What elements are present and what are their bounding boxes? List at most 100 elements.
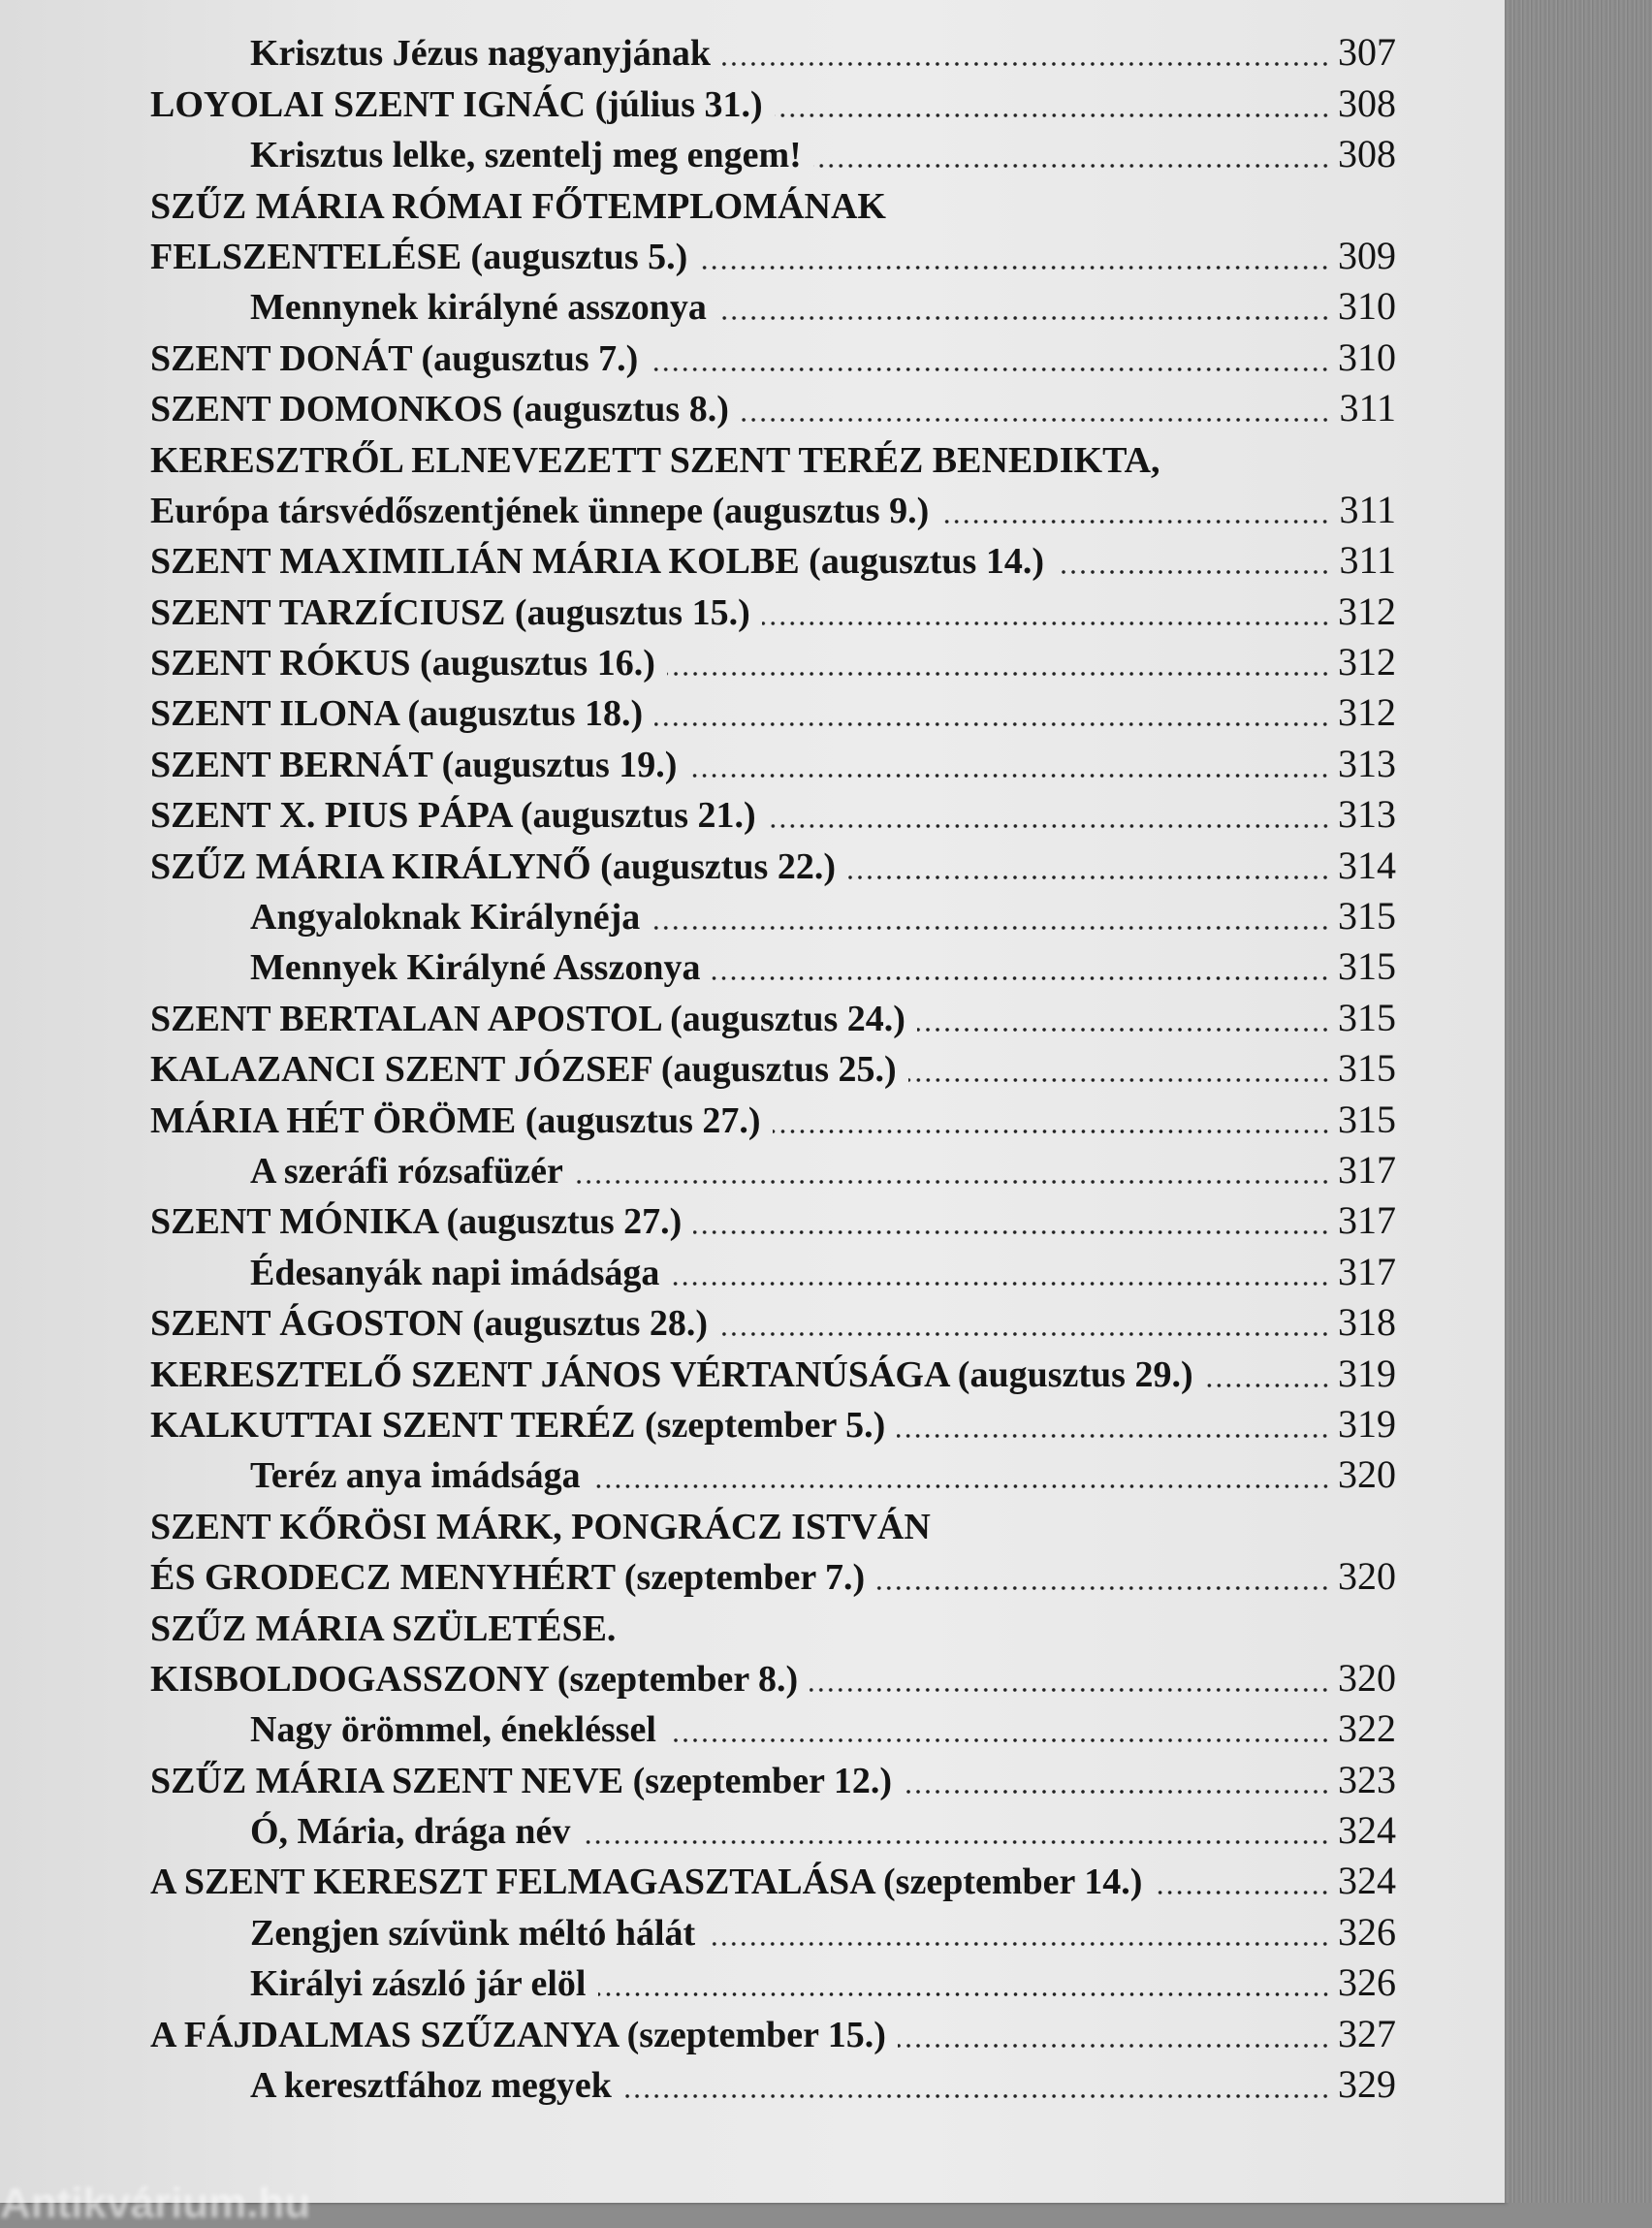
page-number: 322 (1338, 1706, 1396, 1751)
toc-subentry: A szeráfi rózsafüzér 317 (0, 1139, 1505, 1190)
entry-title: KALAZANCI SZENT JÓZSEF (augusztus 25.) (150, 1049, 897, 1091)
dot-leader (622, 2093, 1330, 2100)
page-number: 312 (1338, 589, 1396, 633)
page-number: 315 (1338, 944, 1396, 989)
page-number: 324 (1338, 1808, 1396, 1853)
entry-title: SZŰZ MÁRIA SZÜLETÉSE. (150, 1607, 617, 1649)
dot-leader (591, 1483, 1330, 1490)
dot-leader (654, 721, 1330, 728)
toc-entry: SZŰZ MÁRIA SZENT NEVE (szeptember 12.) 32… (0, 1748, 1505, 1801)
toc-entry: SZŰZ MÁRIA SZÜLETÉSE. (0, 1596, 1505, 1649)
toc-entry: SZENT X. PIUS PÁPA (augusztus 21.) 313 (0, 783, 1505, 837)
page-number: 315 (1338, 894, 1396, 939)
dot-leader (940, 518, 1330, 525)
entry-title: SZŰZ MÁRIA RÓMAI FŐTEMPLOMÁNAK (150, 185, 886, 227)
page-number: 318 (1338, 1300, 1396, 1345)
page-number: 311 (1339, 487, 1396, 531)
entry-title: KALKUTTAI SZENT TERÉZ (szeptember 5.) (150, 1404, 886, 1446)
dot-leader (772, 1128, 1330, 1134)
dot-leader (1154, 1890, 1330, 1896)
toc-entry: SZENT ÁGOSTON (augusztus 28.) 318 (0, 1291, 1505, 1345)
toc-subentry: Krisztus lelke, szentelj meg engem! 308 (0, 123, 1505, 176)
entry-title: SZENT BERNÁT (augusztus 19.) (150, 744, 678, 785)
dot-leader (767, 823, 1330, 830)
toc-subentry: Mennynek királyné asszonya 310 (0, 275, 1505, 329)
page-number: 310 (1338, 334, 1396, 379)
entry-title: Ó, Mária, drága név (250, 1811, 571, 1853)
dot-leader (707, 1940, 1330, 1947)
page-number: 329 (1338, 2062, 1396, 2107)
page-number: 320 (1338, 1554, 1396, 1599)
toc-entry: SZENT DOMONKOS (augusztus 8.) 311 (0, 377, 1505, 430)
entry-title: SZŰZ MÁRIA SZENT NEVE (szeptember 12.) (150, 1760, 892, 1801)
page-number: 317 (1338, 1198, 1396, 1243)
entry-title: SZENT DONÁT (augusztus 7.) (150, 337, 639, 379)
toc-entry: KALKUTTAI SZENT TERÉZ (szeptember 5.) 319 (0, 1393, 1505, 1444)
toc-subentry: Zengjen szívünk méltó hálát 326 (0, 1900, 1505, 1954)
dot-leader (907, 1077, 1330, 1084)
dot-leader (876, 1585, 1330, 1592)
entry-title: Teréz anya imádsága (250, 1455, 581, 1497)
dot-leader (774, 111, 1330, 118)
toc-subentry: Édesanyák napi imádsága 317 (0, 1240, 1505, 1293)
page-number: 313 (1338, 792, 1396, 837)
entry-title: Zengjen szívünk méltó hálát (250, 1912, 696, 1954)
entry-title: SZENT MAXIMILIÁN MÁRIA KOLBE (augusztus … (150, 541, 1044, 583)
toc-entry: MÁRIA HÉT ÖRÖME (augusztus 27.) 315 (0, 1088, 1505, 1141)
page-number: 317 (1338, 1249, 1396, 1293)
toc-subentry: Nagy örömmel, énekléssel 322 (0, 1698, 1505, 1751)
dot-leader (761, 620, 1330, 626)
dot-leader (810, 1686, 1330, 1693)
page-number: 312 (1338, 690, 1396, 735)
dot-leader (722, 61, 1330, 68)
entry-title: A FÁJDALMAS SZŰZANYA (szeptember 15.) (150, 2014, 886, 2055)
page-number: 323 (1338, 1757, 1396, 1801)
page-number: 317 (1338, 1147, 1396, 1192)
toc-entry: SZENT ILONA (augusztus 18.) 312 (0, 682, 1505, 735)
entry-title: ÉS GRODECZ MENYHÉRT (szeptember 7.) (150, 1557, 866, 1599)
toc-entry: SZŰZ MÁRIA KIRÁLYNŐ (augusztus 22.) 314 (0, 834, 1505, 887)
entry-title: Angyaloknak Királynéja (250, 897, 641, 939)
toc-entry: LOYOLAI SZENT IGNÁC (július 31.) 308 (0, 72, 1505, 125)
dot-leader (671, 1280, 1330, 1287)
page-number: 307 (1338, 30, 1396, 75)
page-number: 308 (1338, 80, 1396, 125)
page-number: 311 (1339, 386, 1396, 430)
entry-title: SZENT ILONA (augusztus 18.) (150, 693, 644, 735)
dot-leader (847, 874, 1330, 880)
toc-entry: FELSZENTELÉSE (augusztus 5.) 309 (0, 225, 1505, 275)
toc-entry: SZENT KŐRÖSI MÁRK, PONGRÁCZ ISTVÁN (0, 1494, 1505, 1547)
page-number: 312 (1338, 640, 1396, 684)
page-number: 320 (1338, 1452, 1396, 1497)
entry-title: Mennyek Királyné Asszonya (250, 947, 701, 989)
toc-entry: SZENT TARZÍCIUSZ (augusztus 15.) 312 (0, 580, 1505, 633)
toc-entry: A SZENT KERESZT FELMAGASZTALÁSA (szeptem… (0, 1850, 1505, 1903)
page-number: 324 (1338, 1859, 1396, 1903)
toc-entry: Európa társvédőszentjének ünnepe (augusz… (0, 479, 1505, 529)
page-number: 319 (1338, 1401, 1396, 1446)
dot-leader (712, 975, 1330, 982)
toc-entry: KISBOLDOGASSZONY (szeptember 8.) 320 (0, 1647, 1505, 1698)
dot-leader (650, 366, 1330, 372)
page-number: 310 (1338, 284, 1396, 329)
page-number: 320 (1338, 1655, 1396, 1700)
dot-leader (666, 671, 1330, 678)
entry-title: MÁRIA HÉT ÖRÖME (augusztus 27.) (150, 1099, 761, 1141)
entry-title: KERESZTRŐL ELNEVEZETT SZENT TERÉZ BENEDI… (150, 439, 1160, 481)
page-number: 319 (1338, 1351, 1396, 1395)
page-number: 314 (1338, 843, 1396, 887)
toc-entry: SZENT BERNÁT (augusztus 19.) 313 (0, 732, 1505, 785)
toc-entry: SZŰZ MÁRIA RÓMAI FŐTEMPLOMÁNAK (0, 174, 1505, 227)
entry-title: FELSZENTELÉSE (augusztus 5.) (150, 236, 688, 277)
page-number: 326 (1338, 1960, 1396, 2005)
entry-title: Királyi zászló jár elöl (250, 1963, 587, 2005)
entry-title: A SZENT KERESZT FELMAGASZTALÁSA (szeptem… (150, 1862, 1143, 1903)
page-number: 308 (1338, 132, 1396, 176)
entry-title: SZENT KŐRÖSI MÁRK, PONGRÁCZ ISTVÁN (150, 1506, 931, 1547)
toc-entry: SZENT RÓKUS (augusztus 16.) 312 (0, 631, 1505, 684)
entry-title: SZENT ÁGOSTON (augusztus 28.) (150, 1303, 709, 1345)
entry-title: SZENT TARZÍCIUSZ (augusztus 15.) (150, 591, 750, 633)
page-number: 326 (1338, 1909, 1396, 1954)
entry-title: Mennynek királyné asszonya (250, 287, 707, 329)
entry-title: KERESZTELŐ SZENT JÁNOS VÉRTANÚSÁGA (augu… (150, 1353, 1193, 1395)
